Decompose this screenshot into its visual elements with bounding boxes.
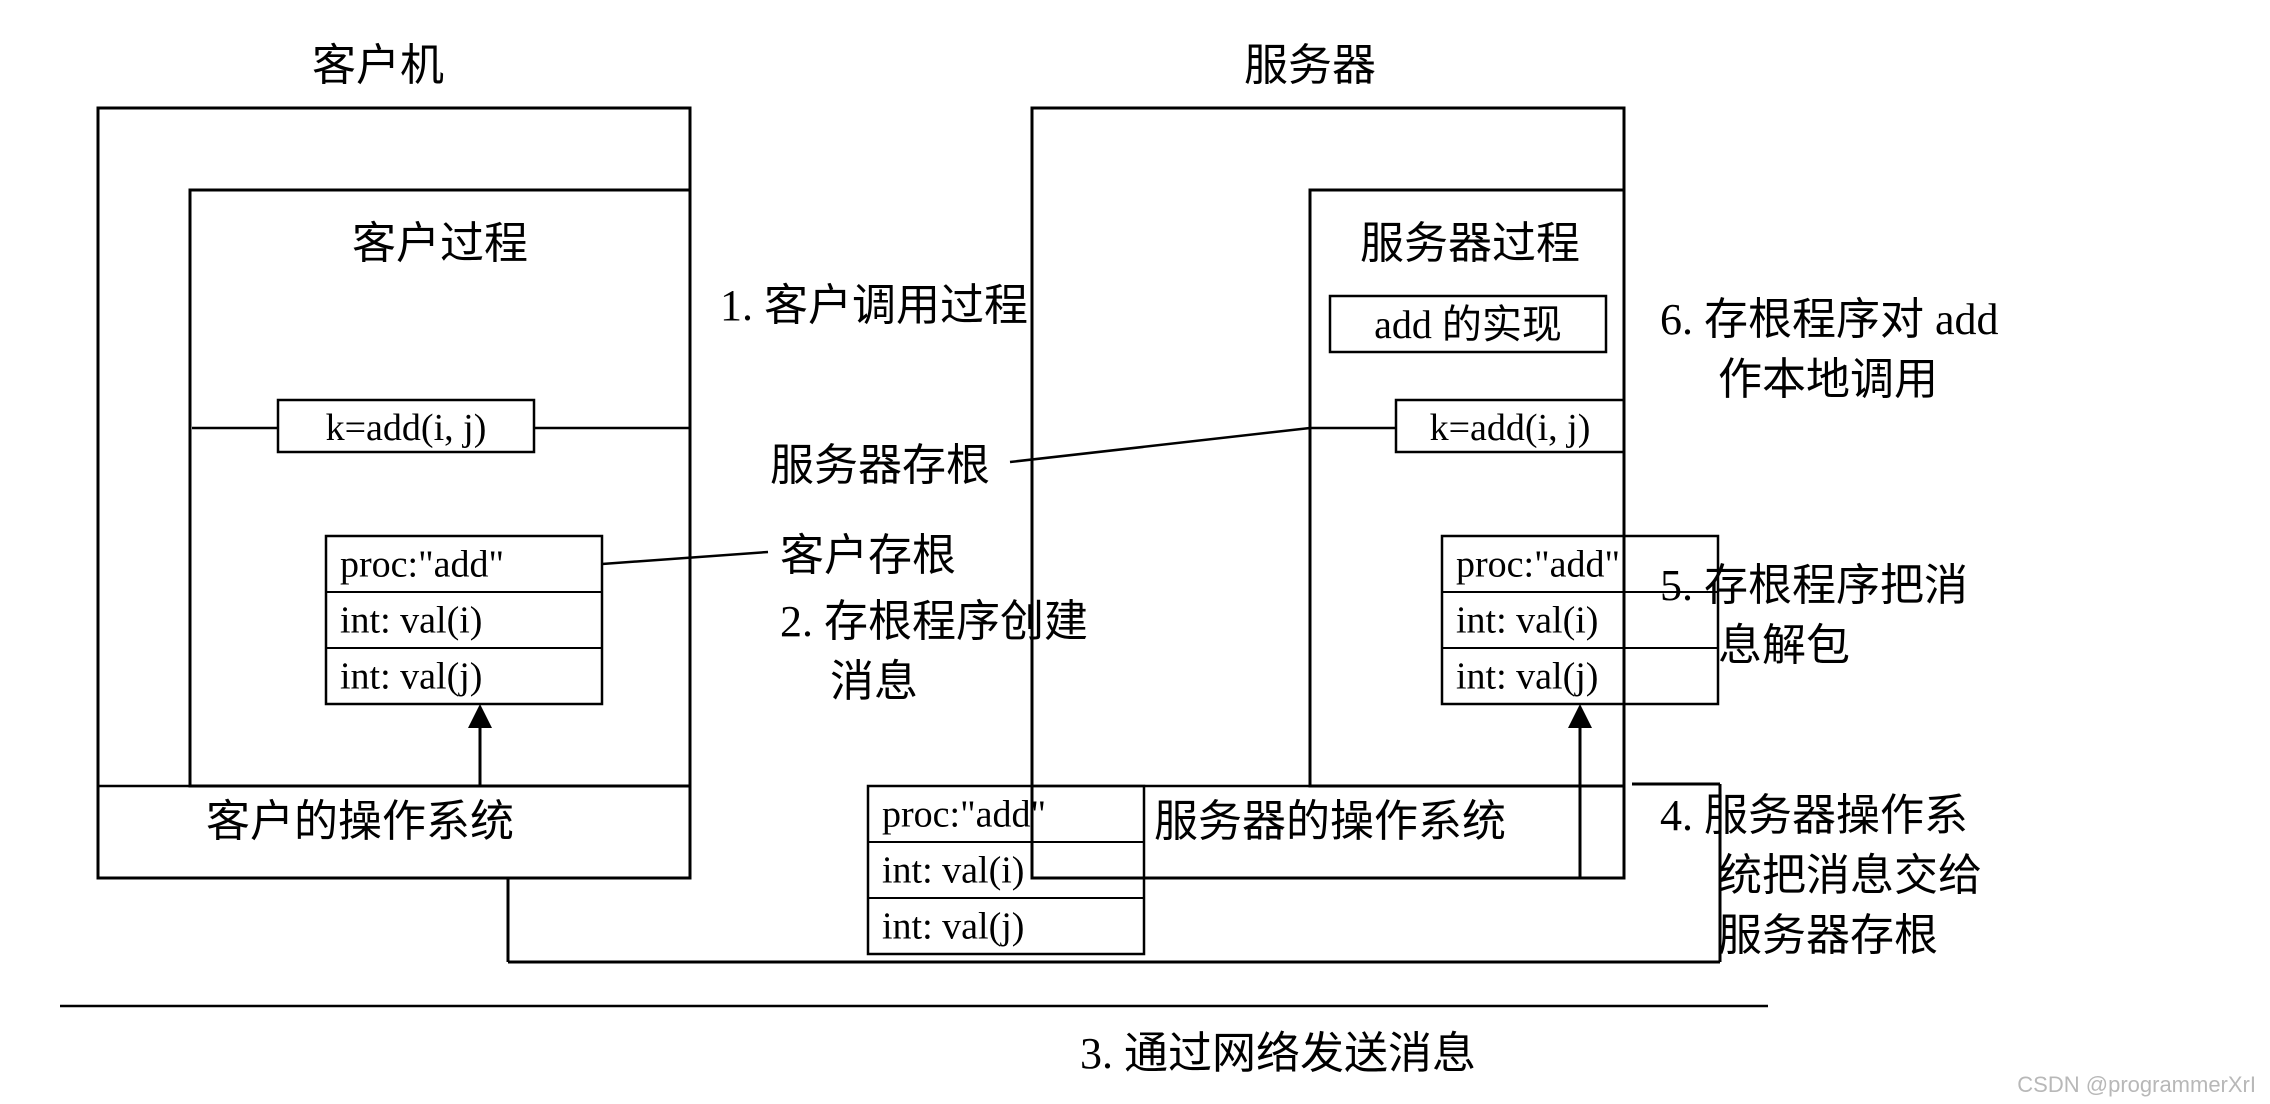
server-stub-row: int: val(i) [1456, 599, 1598, 641]
annotation-step1: 1. 客户调用过程 [720, 281, 1028, 330]
annotation-step4c: 服务器存根 [1718, 911, 1938, 960]
annotation-step6a: 6. 存根程序对 add [1660, 295, 1999, 344]
network-message-row: int: val(i) [882, 849, 1024, 891]
server-stub-pointer [1010, 428, 1310, 462]
arrow-head [1568, 704, 1592, 728]
client-stub-row: proc:"add" [340, 543, 504, 585]
server-stub-row: int: val(j) [1456, 655, 1598, 697]
client-process-title: 客户过程 [352, 219, 528, 268]
server-title: 服务器 [1244, 41, 1376, 90]
annotation-step5a: 5. 存根程序把消 [1660, 561, 1968, 610]
server-process-title: 服务器过程 [1360, 219, 1580, 268]
network-message-row: proc:"add" [882, 793, 1046, 835]
network-message-row: int: val(j) [882, 905, 1024, 947]
client-stub-row: int: val(j) [340, 655, 482, 697]
client-title: 客户机 [312, 41, 444, 90]
server-impl-text: add 的实现 [1374, 302, 1562, 347]
client-stub-pointer [602, 552, 768, 564]
annotation-step3: 3. 通过网络发送消息 [1080, 1029, 1476, 1078]
annotation-step2b: 消息 [830, 657, 918, 706]
annotation-step2a: 2. 存根程序创建 [780, 597, 1088, 646]
server-call-text: k=add(i, j) [1430, 407, 1591, 449]
client-os-label: 客户的操作系统 [206, 797, 514, 846]
server-stub-row: proc:"add" [1456, 543, 1620, 585]
client-stub-row: int: val(i) [340, 599, 482, 641]
client-call-text: k=add(i, j) [326, 407, 487, 449]
annotation-step5b: 息解包 [1718, 621, 1850, 670]
annotation-step6b: 作本地调用 [1718, 355, 1938, 404]
annotation-server_stub: 服务器存根 [770, 441, 990, 490]
server-os-label: 服务器的操作系统 [1154, 797, 1506, 846]
annotation-step4a: 4. 服务器操作系 [1660, 791, 1968, 840]
annotation-client_stub: 客户存根 [780, 531, 956, 580]
watermark: CSDN @programmerXrI [2017, 1072, 2256, 1097]
annotation-step4b: 统把消息交给 [1718, 851, 1982, 900]
arrow-head [468, 704, 492, 728]
